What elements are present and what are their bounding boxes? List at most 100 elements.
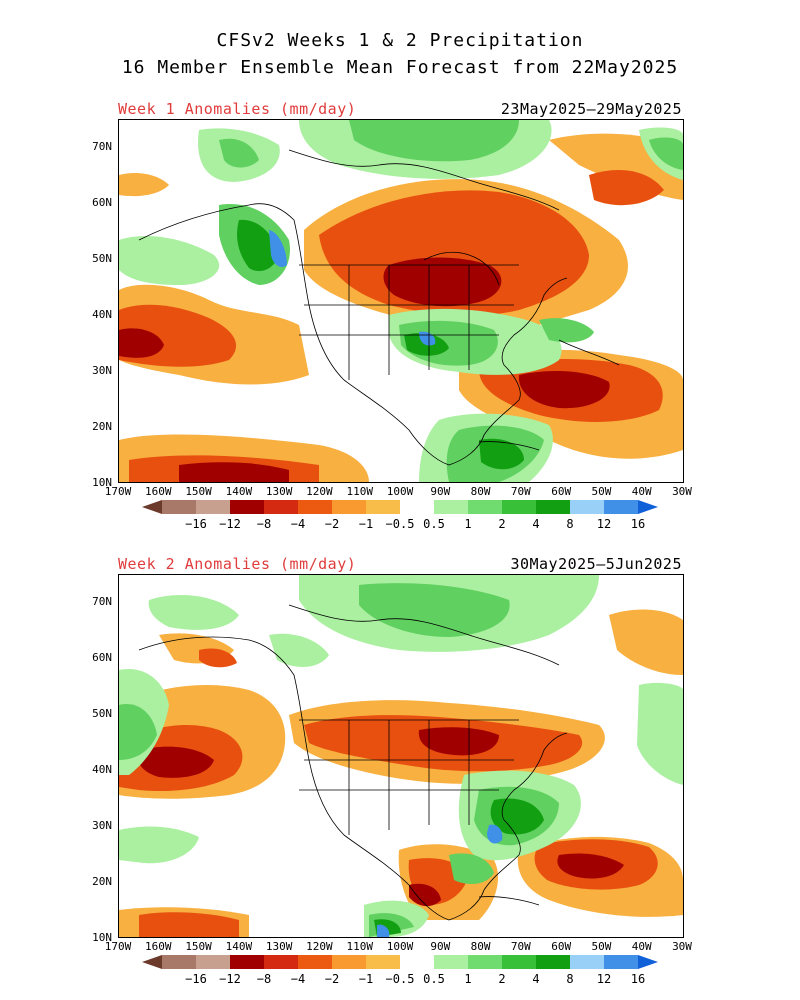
week1-colorbar-swatch [468,500,503,514]
week1-colorbar-swatch [536,500,571,514]
week2-colorbar-swatch [502,955,537,969]
week1-colorbar-swatch [298,500,333,514]
week2-colorbar-swatch [264,955,299,969]
week1-colorbar-right-arrow [638,500,658,514]
p2-lon-label: 130W [265,940,293,953]
week1-colorbar-label: −4 [290,517,306,531]
p1-lon-label: 120W [306,485,333,498]
week2-colorbar-swatch [230,955,265,969]
week1-colorbar-label: 16 [630,517,646,531]
week2-dry-strong-areas [137,727,624,907]
chart-title-line1: CFSv2 Weeks 1 & 2 Precipitation [216,30,584,51]
chart-title-line2: 16 Member Ensemble Mean Forecast from 22… [121,57,679,78]
p2-lon-label: 100W [386,940,414,953]
p2-lon-label: 60W [551,940,572,953]
p2-lon-label: 40W [631,940,652,953]
week2-colorbar-label: 1 [464,972,472,986]
p1-lon-label: 100W [386,485,414,498]
week1-colorbar-swatch [366,500,401,514]
p2-lat-70n: 70N [92,595,112,608]
p1-lat-10n: 10N [92,476,112,489]
week2-colorbar-swatch [536,955,571,969]
panel2-label: Week 2 Anomalies (mm/day) [118,555,357,573]
p2-lon-label: 120W [306,940,333,953]
p2-lon-label: 50W [591,940,612,953]
p1-lat-70n: 70N [92,140,112,153]
week1-colorbar-label: 12 [596,517,612,531]
week2-colorbar-left-arrow [142,955,162,969]
week2-colorbar-label: −0.5 [385,972,415,986]
p1-lat-20n: 20N [92,420,112,433]
week1-colorbar-svg [142,500,658,514]
week2-colorbar-swatch [332,955,367,969]
week2-colorbar-swatch [468,955,503,969]
week1-colorbar-label: 0.5 [423,517,445,531]
week2-coastlines [138,604,568,921]
week2-colorbar-label: −12 [219,972,241,986]
week2-colorbar-swatch [196,955,231,969]
p2-lat-30n: 30N [92,819,112,832]
p1-lon-label: 160W [145,485,172,498]
week2-colorbar-label: −2 [324,972,340,986]
week2-colorbar-swatch [298,955,333,969]
week2-colorbar-label: 16 [630,972,646,986]
p2-lat-10n: 10N [92,931,112,944]
week1-colorbar-swatch [400,500,435,514]
p2-lon-label: 110W [346,940,373,953]
p1-lon-label: 30W [672,485,692,498]
p1-lon-label: 170W [104,485,132,498]
p1-lon-label: 140W [225,485,253,498]
p1-lon-label: 110W [346,485,373,498]
week1-colorbar-label: 4 [532,517,540,531]
week2-colorbar-label: 4 [532,972,540,986]
week1-dry-strong-areas [119,257,610,482]
week2-colorbar-svg [142,955,658,969]
week1-colorbar: −16 −12 −8 −4 −2 −1 −0.5 0.5 1 2 4 8 12 16 [140,498,660,534]
p2-lon-label: 70W [510,940,531,953]
p1-lat-40n: 40N [92,308,112,321]
p2-lat-50n: 50N [92,707,112,720]
week2-map-svg [119,575,683,937]
week1-colorbar-left-arrow [142,500,162,514]
week2-colorbar-label: 8 [566,972,574,986]
week1-colorbar-swatch [502,500,537,514]
week2-colorbar-label: 0.5 [423,972,445,986]
p2-lon-label: 30W [672,940,692,953]
week1-colorbar-swatch [264,500,299,514]
p1-lon-label: 40W [631,485,652,498]
p1-lat-30n: 30N [92,364,112,377]
week1-map-svg [119,120,683,482]
week1-colorbar-swatch [162,500,197,514]
week2-colorbar-swatch [570,955,605,969]
week2-colorbar-swatch [366,955,401,969]
week1-colorbar-swatch [196,500,231,514]
p1-lon-label: 150W [185,485,212,498]
week1-colorbar-swatch [230,500,265,514]
p1-lat-50n: 50N [92,252,112,265]
p2-lon-label: 160W [145,940,172,953]
week1-map [118,119,684,483]
p2-lat-40n: 40N [92,763,112,776]
p2-lat-20n: 20N [92,875,112,888]
panel2-dates: 30May2025–5Jun2025 [510,555,682,573]
p1-lon-label: 50W [591,485,612,498]
week1-colorbar-label: −0.5 [385,517,415,531]
p1-lon-label: 60W [551,485,572,498]
week1-colorbar-label: 8 [566,517,574,531]
p2-lon-label: 90W [430,940,451,953]
week1-colorbar-label: −12 [219,517,241,531]
week2-map [118,574,684,938]
week2-wet-strong-areas [374,798,544,937]
week2-colorbar-swatch [162,955,197,969]
p2-lon-label: 140W [225,940,253,953]
p2-lon-label: 170W [104,940,132,953]
week2-colorbar-label: 12 [596,972,612,986]
p2-lon-label: 80W [470,940,491,953]
week2-colorbar-right-arrow [638,955,658,969]
week2-colorbar: −16 −12 −8 −4 −2 −1 −0.5 0.5 1 2 4 8 12 16 [140,953,660,989]
week1-colorbar-label: −2 [324,517,340,531]
week1-colorbar-label: −8 [256,517,272,531]
p1-lon-label: 70W [510,485,531,498]
panel1-label: Week 1 Anomalies (mm/day) [118,100,357,118]
p2-lat-60n: 60N [92,651,112,664]
